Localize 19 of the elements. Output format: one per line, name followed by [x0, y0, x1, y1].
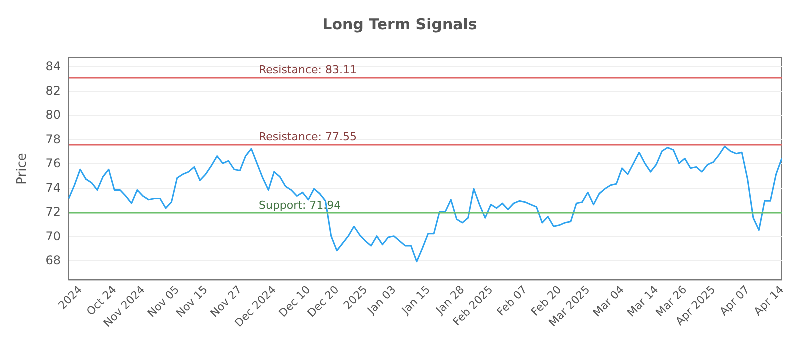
x-tick-label: Apr 14: [752, 283, 787, 318]
y-tick-label: 72: [46, 205, 61, 220]
chart-title: Long Term Signals: [322, 16, 478, 34]
x-tick-label: Jan 15: [398, 283, 433, 318]
ref-line-label: Resistance: 83.11: [259, 63, 357, 76]
y-tick-label: 82: [46, 84, 61, 98]
line-series: [68, 146, 783, 263]
y-tick-label: 80: [46, 108, 61, 122]
x-tick-label: Feb 07: [494, 283, 530, 319]
y-tick-label: 76: [46, 156, 61, 171]
y-tick-label: 84: [46, 59, 61, 74]
y-tick-label: 68: [46, 254, 61, 268]
y-axis-title: Price: [15, 153, 30, 185]
y-tick-label: 78: [46, 132, 61, 146]
x-tick-label: Mar 04: [590, 283, 627, 320]
y-tick-label: 70: [46, 229, 61, 244]
y-tick-label: 74: [46, 180, 61, 195]
ref-line-label: Resistance: 77.55: [259, 130, 357, 144]
x-tick-label: Apr 07: [717, 283, 752, 318]
